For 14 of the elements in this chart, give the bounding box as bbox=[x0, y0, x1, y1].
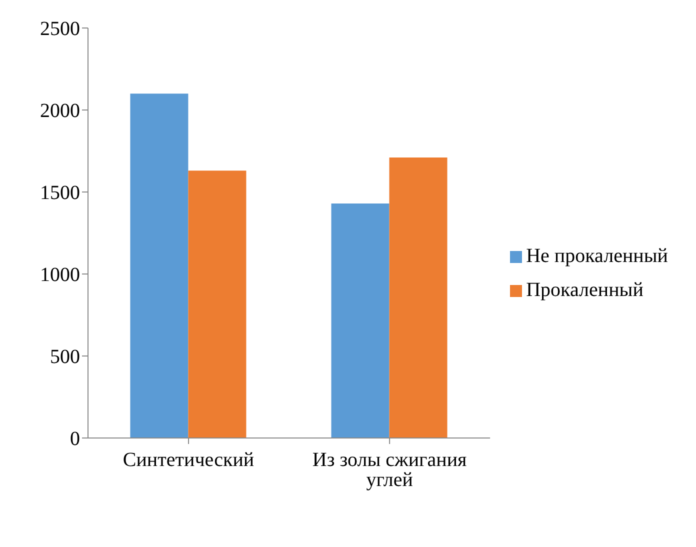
y-tick-label: 1500 bbox=[40, 182, 80, 204]
legend-label: Не прокаленный bbox=[526, 245, 668, 267]
bar bbox=[389, 158, 448, 438]
y-tick-label: 1000 bbox=[40, 264, 80, 286]
y-tick-label: 0 bbox=[70, 428, 80, 450]
bar bbox=[331, 203, 390, 438]
bar bbox=[188, 170, 246, 438]
x-tick-label: Из золы сжигания углей bbox=[312, 449, 467, 492]
x-tick-label: Синтетический bbox=[122, 449, 254, 472]
y-tick-label: 500 bbox=[50, 346, 80, 368]
y-tick-label: 2000 bbox=[40, 100, 80, 122]
y-tick-label: 2500 bbox=[40, 18, 80, 40]
bar bbox=[130, 94, 188, 438]
legend-label: Прокаленный bbox=[526, 279, 644, 301]
